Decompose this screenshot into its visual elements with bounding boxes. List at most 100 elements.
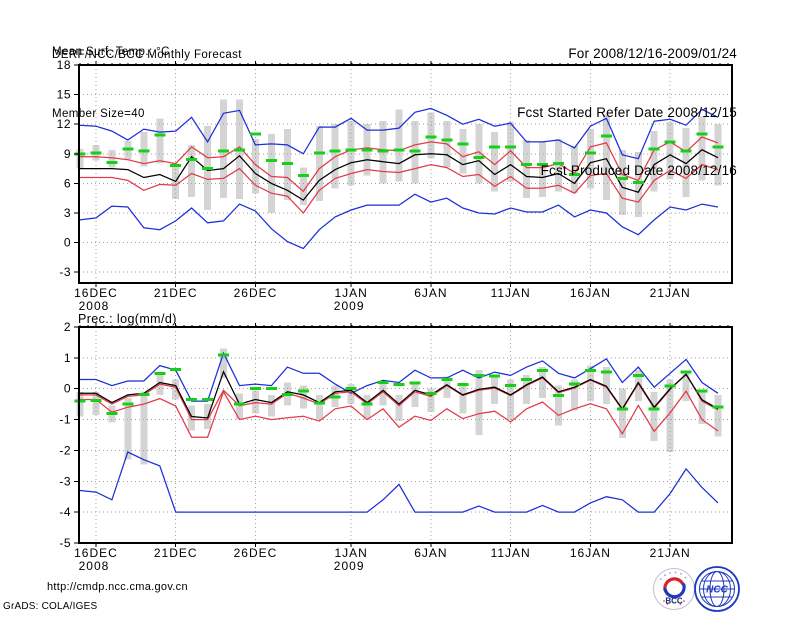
obs-dash-marker xyxy=(170,368,182,372)
spread-bar xyxy=(634,370,642,402)
tick-label: 6JAN xyxy=(414,546,447,560)
tick-label: -5 xyxy=(59,536,71,550)
tick-label: 1 xyxy=(64,351,71,365)
obs-dash-marker xyxy=(249,387,261,391)
spread-bar xyxy=(427,388,435,412)
header-left: DERF/NCC/BCC Monthly Forecast Member Siz… xyxy=(52,7,242,163)
obs-dash-marker xyxy=(154,371,166,375)
spread-bar xyxy=(650,391,658,442)
obs-dash-marker xyxy=(377,149,389,153)
page-title: DERF/NCC/BCC Monthly Forecast xyxy=(52,49,242,61)
spread-bar xyxy=(618,388,626,439)
spread-bar xyxy=(698,116,706,181)
spread-bar xyxy=(395,394,403,422)
obs-dash-marker xyxy=(648,147,660,151)
obs-dash-marker xyxy=(664,384,676,388)
website-url: http://cmdp.ncc.cma.gov.cn xyxy=(47,581,188,593)
obs-dash-marker xyxy=(345,148,357,152)
obs-dash-marker xyxy=(170,164,182,168)
obs-dash-marker xyxy=(234,402,245,406)
obs-dash-marker xyxy=(409,381,421,385)
obs-dash-marker xyxy=(537,163,548,167)
spread-bar xyxy=(571,379,578,411)
tick-label: 0 xyxy=(64,236,71,250)
obs-dash-marker xyxy=(569,382,580,386)
obs-dash-marker xyxy=(377,381,389,384)
spread-bar xyxy=(363,394,371,420)
obs-dash-marker xyxy=(584,151,596,155)
obs-dash-marker xyxy=(202,398,214,401)
obs-dash-marker xyxy=(281,393,293,397)
chart-frame xyxy=(78,64,733,284)
tick-label: 18 xyxy=(57,58,71,72)
spread-bar xyxy=(251,390,259,414)
fcst-refer-date-label: Fcst Started Refer Date 2008/12/15 xyxy=(517,104,737,120)
spread-bar xyxy=(714,394,722,437)
spread-bar xyxy=(618,149,626,215)
spread-bar xyxy=(156,118,164,164)
spread-bar xyxy=(491,374,499,405)
spread-bar xyxy=(315,126,323,202)
series-ensemble-max xyxy=(79,107,719,160)
spread-bar xyxy=(108,149,116,168)
spread-bar xyxy=(347,384,355,405)
tick-label: 6 xyxy=(64,176,71,190)
spread-bar xyxy=(555,139,562,192)
obs-dash-marker xyxy=(505,145,517,149)
series-lower-quartile xyxy=(80,163,719,214)
spread-bar xyxy=(571,145,578,194)
spread-bar xyxy=(682,128,690,198)
tick-label: 2008 xyxy=(79,559,110,573)
obs-dash-marker xyxy=(265,159,277,163)
header-right: For 2008/12/16-2009/01/24 Fcst Started R… xyxy=(517,5,737,220)
spread-bar xyxy=(539,367,546,398)
spread-bar xyxy=(443,376,451,398)
tick-label: 21JAN xyxy=(650,286,691,300)
obs-dash-marker xyxy=(265,387,277,391)
obs-dash-marker xyxy=(537,369,548,372)
tick-label: 11JAN xyxy=(491,546,531,560)
temperature-chart-title: Mean Surf. Temp.: °C xyxy=(52,46,170,58)
tick-label: 21JAN xyxy=(650,546,691,560)
spread-bar xyxy=(523,140,531,199)
obs-dash-marker xyxy=(329,395,341,399)
series-observation xyxy=(74,353,724,416)
tick-label: -3 xyxy=(59,474,71,488)
obs-dash-marker xyxy=(297,174,309,177)
obs-dash-marker xyxy=(106,161,118,165)
ncc-logo-text: NCC xyxy=(706,585,728,596)
tick-label: 2008 xyxy=(79,299,110,313)
obs-dash-marker xyxy=(457,142,469,146)
obs-dash-marker xyxy=(281,162,293,166)
tick-label: 6JAN xyxy=(414,286,447,300)
spread-bar xyxy=(634,151,642,217)
obs-dash-marker xyxy=(138,393,150,397)
obs-dash-marker xyxy=(441,138,453,142)
precipitation-chart-title: Prec.: log(mm/d) xyxy=(78,312,177,326)
obs-dash-marker xyxy=(600,370,612,374)
obs-dash-marker xyxy=(313,151,325,155)
obs-dash-marker xyxy=(234,148,245,152)
obs-dash-marker xyxy=(393,383,405,387)
obs-dash-marker xyxy=(632,373,644,377)
obs-dash-marker xyxy=(249,132,261,136)
tick-label: 2009 xyxy=(334,559,365,573)
obs-dash-marker xyxy=(632,180,644,184)
obs-dash-marker xyxy=(186,398,198,401)
obs-dash-marker xyxy=(90,398,102,402)
ncc-logo: NCC xyxy=(694,566,740,612)
obs-dash-marker xyxy=(696,132,708,136)
spread-bar xyxy=(220,99,227,199)
spread-bar xyxy=(650,131,658,192)
tick-label: 3 xyxy=(64,206,71,220)
grads-credit: GrADS: COLA/IGES xyxy=(3,601,98,612)
obs-dash-marker xyxy=(584,369,596,372)
obs-dash-marker xyxy=(393,148,405,152)
obs-dash-marker xyxy=(680,149,692,153)
obs-dash-marker xyxy=(664,140,676,144)
tick-label: 16JAN xyxy=(570,286,611,300)
spread-bar xyxy=(411,382,419,408)
spread-bar xyxy=(698,390,706,425)
spread-bar xyxy=(188,144,196,198)
